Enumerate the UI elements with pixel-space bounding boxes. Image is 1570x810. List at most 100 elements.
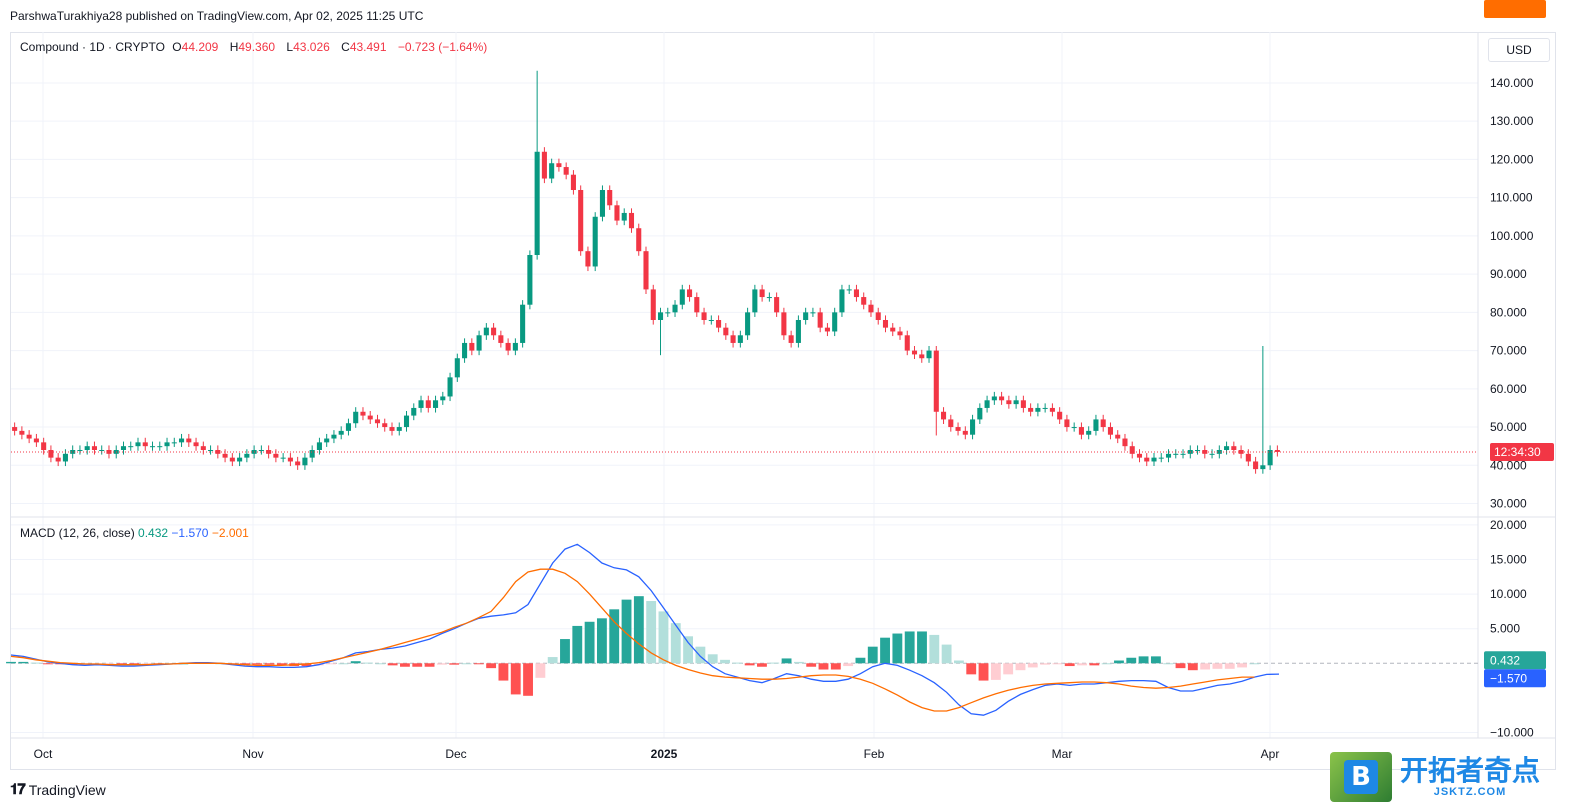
macd-histogram-bar [904,631,915,664]
candle-body [795,320,801,343]
candle-body [977,407,983,420]
price-legend: Compound · 1D · CRYPTO O44.209 H49.360 L… [20,40,491,54]
candle-body [215,450,221,454]
candle-body [353,411,359,424]
macd-histogram-bar [978,663,989,681]
candle-body [694,297,700,313]
candle-body [403,415,410,428]
macd-histogram-bar [1003,663,1014,675]
macd-hist-value: 0.432 [138,526,169,540]
candle-body [853,289,859,298]
x-tick-label: Oct [34,747,53,761]
price-tick-label: 80.000 [1490,305,1527,319]
macd-histogram-bar [769,662,780,664]
macd-histogram-bar [880,637,890,664]
macd-histogram-bar [264,663,275,665]
candle-body [527,255,533,305]
candle-body [55,457,61,462]
candle-body [1057,411,1063,420]
symbol-label[interactable]: Compound · 1D · CRYPTO [20,40,165,54]
candle-body [1122,438,1128,447]
candle-body [244,453,250,458]
high-label: H [229,40,239,54]
macd-histogram-bar [461,663,472,665]
candle-body [955,427,961,431]
watermark-badge-icon: B [1330,752,1392,802]
macd-histogram-bar [436,663,447,665]
candle-body [316,442,322,450]
candle-body [33,438,39,443]
candle-body [1165,453,1172,458]
candle-body [389,427,395,431]
macd-hist-badge-text: 0.432 [1490,653,1520,667]
macd-histogram-bar [830,663,841,670]
macd-histogram-bar [658,611,669,664]
macd-histogram-bar [1126,657,1137,664]
macd-title[interactable]: MACD (12, 26, close) [20,526,135,540]
candle-body [1245,453,1251,462]
candle-body [70,450,76,454]
macd-histogram-bar [486,663,497,669]
candle-body [941,411,947,420]
macd-histogram-bar [1101,663,1112,665]
low-label: L [286,40,294,54]
candle-body [179,438,185,443]
candle-body [447,377,453,397]
watermark-cn-text: 开拓者奇点 [1400,754,1541,787]
candle-body [222,453,228,458]
candle-body [832,312,838,332]
macd-histogram-bar [781,658,792,664]
candle-body [1209,453,1215,455]
candle-body [672,304,678,313]
candle-body [280,457,286,459]
macd-histogram-bar [892,633,903,664]
candle-body [803,312,809,320]
candle-body [128,446,134,448]
candle-body [433,400,439,408]
macd-histogram-bar [1163,663,1174,665]
x-tick-label: Mar [1052,747,1073,761]
macd-histogram-bar [363,662,373,664]
candle-body [1202,450,1208,454]
macd-histogram-bar [1064,663,1075,667]
macd-histogram-bar [523,663,533,696]
macd-signal-badge [1484,0,1546,18]
candle-body [970,419,976,435]
macd-histogram-bar [683,636,694,664]
macd-histogram-bar [707,654,718,664]
candle-body [882,320,889,328]
candle-body [1216,450,1222,454]
candle-body [200,446,206,450]
macd-histogram-bar [1150,656,1161,664]
candle-body [374,419,381,424]
candle-body [665,312,671,314]
macd-line-badge-text: −1.570 [1490,671,1527,685]
macd-histogram-bar [695,646,706,664]
candle-body [1129,446,1135,454]
candle-body [708,320,714,321]
price-tick-label: 40.000 [1490,458,1527,472]
macd-histogram-bar [338,663,349,665]
publisher-line: ParshwaTurakhiya28 published on TradingV… [10,9,424,23]
macd-tick-label: 10.000 [1490,587,1527,601]
candle-body [650,289,656,320]
macd-histogram-bar [129,663,140,665]
candle-body [1180,453,1186,455]
change-value: −0.723 (−1.64%) [397,40,488,54]
candle-body [1115,434,1121,439]
macd-histogram-bar [843,663,854,667]
candle-body [643,251,649,290]
footer-brand[interactable]: 𝟏𝟕 TradingView [10,781,106,798]
x-tick-label: Dec [445,747,466,761]
candle-body [142,442,148,447]
candle-body [730,335,736,343]
candle-body [687,289,693,298]
macd-histogram-bar [239,663,250,665]
macd-histogram-bar [1114,660,1124,664]
macd-histogram-bar [1138,656,1149,664]
candle-body [1028,407,1034,412]
price-tick-label: 110.000 [1490,191,1533,205]
candle-body [149,446,156,448]
currency-button[interactable]: USD [1488,38,1550,62]
